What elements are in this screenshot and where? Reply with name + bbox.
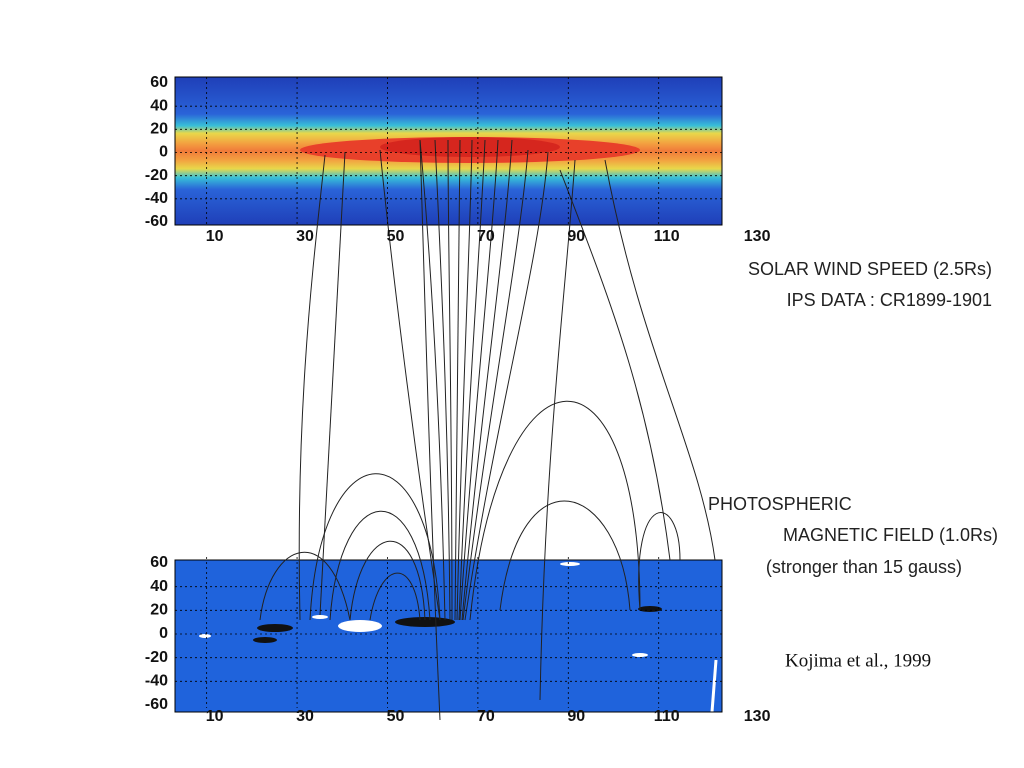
bottom-heatmap bbox=[174, 559, 723, 713]
x-tick-label: 90 bbox=[567, 228, 585, 245]
x-tick-label: 70 bbox=[477, 228, 495, 245]
y-tick-label: 0 bbox=[159, 625, 168, 642]
x-tick-label: 130 bbox=[744, 228, 771, 245]
x-tick-label: 130 bbox=[744, 708, 771, 725]
x-tick-label: 50 bbox=[387, 708, 405, 725]
credit: Kojima et al., 1999 bbox=[785, 650, 931, 671]
x-tick-label: 110 bbox=[654, 228, 680, 245]
label: MAGNETIC FIELD (1.0Rs) bbox=[783, 525, 998, 545]
x-tick-label: 10 bbox=[206, 228, 224, 245]
x-tick-label: 30 bbox=[296, 228, 314, 245]
x-tick-label: 70 bbox=[477, 708, 495, 725]
x-tick-label: 10 bbox=[206, 708, 224, 725]
y-tick-label: -60 bbox=[145, 213, 168, 230]
y-tick-label: 60 bbox=[150, 74, 168, 91]
y-tick-label: -20 bbox=[145, 649, 168, 666]
x-tick-label: 90 bbox=[567, 708, 585, 725]
label: PHOTOSPHERIC bbox=[708, 494, 852, 514]
y-tick-label: 20 bbox=[150, 121, 168, 138]
y-tick-label: 40 bbox=[150, 578, 168, 595]
y-tick-label: 60 bbox=[150, 554, 168, 571]
label: IPS DATA : CR1899-1901 bbox=[787, 290, 992, 310]
x-tick-label: 110 bbox=[654, 708, 680, 725]
label: SOLAR WIND SPEED (2.5Rs) bbox=[748, 259, 992, 279]
y-tick-label: 40 bbox=[150, 97, 168, 114]
x-tick-label: 30 bbox=[296, 708, 314, 725]
y-tick-label: 20 bbox=[150, 602, 168, 619]
y-tick-label: -40 bbox=[145, 673, 168, 690]
field-lines bbox=[259, 139, 716, 721]
label: (stronger than 15 gauss) bbox=[766, 557, 962, 577]
y-tick-label: -20 bbox=[145, 167, 168, 184]
y-tick-label: -40 bbox=[145, 190, 168, 207]
x-tick-label: 50 bbox=[387, 228, 405, 245]
y-tick-label: 0 bbox=[159, 144, 168, 161]
y-tick-label: -60 bbox=[145, 696, 168, 713]
